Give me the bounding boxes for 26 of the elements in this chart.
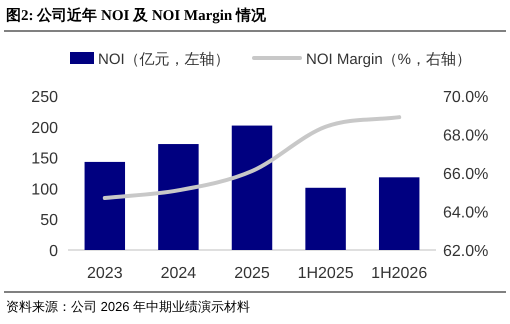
y2-tick-label: 66.0% (443, 166, 488, 183)
y2-tick-label: 70.0% (443, 89, 488, 106)
legend-label: NOI Margin（%，右轴） (306, 51, 472, 68)
y2-tick-label: 68.0% (443, 128, 488, 144)
chart-title: 图2: 公司近年 NOI 及 NOI Margin 情况 (6, 7, 267, 24)
y2-tick-label: 62.0% (443, 243, 488, 260)
x-tick-label: 2025 (234, 265, 270, 282)
x-tick-label: 2023 (87, 265, 123, 282)
bar (378, 177, 420, 250)
legend-label: NOI（亿元，左轴） (98, 51, 230, 68)
line-series (102, 115, 402, 200)
y2-tick-label: 64.0% (443, 204, 488, 222)
y-tick-label: 150 (31, 150, 58, 168)
y-tick-label: 250 (31, 89, 58, 106)
x-tick-label: 2024 (160, 265, 196, 282)
bar (84, 162, 126, 250)
bar (305, 188, 346, 250)
text: 资料来源：公司 2026 年中期业绩演示材料 (6, 299, 250, 314)
x-tick-label: 1H2026 (371, 265, 428, 282)
y-tick-label: 50 (40, 212, 58, 230)
y-tick-label: 100 (31, 181, 58, 198)
bar (158, 144, 199, 250)
x-tick-label: 1H2025 (298, 265, 354, 282)
bar (232, 126, 272, 250)
y-tick-label: 200 (31, 120, 58, 137)
y-tick-label: 0 (49, 243, 58, 260)
